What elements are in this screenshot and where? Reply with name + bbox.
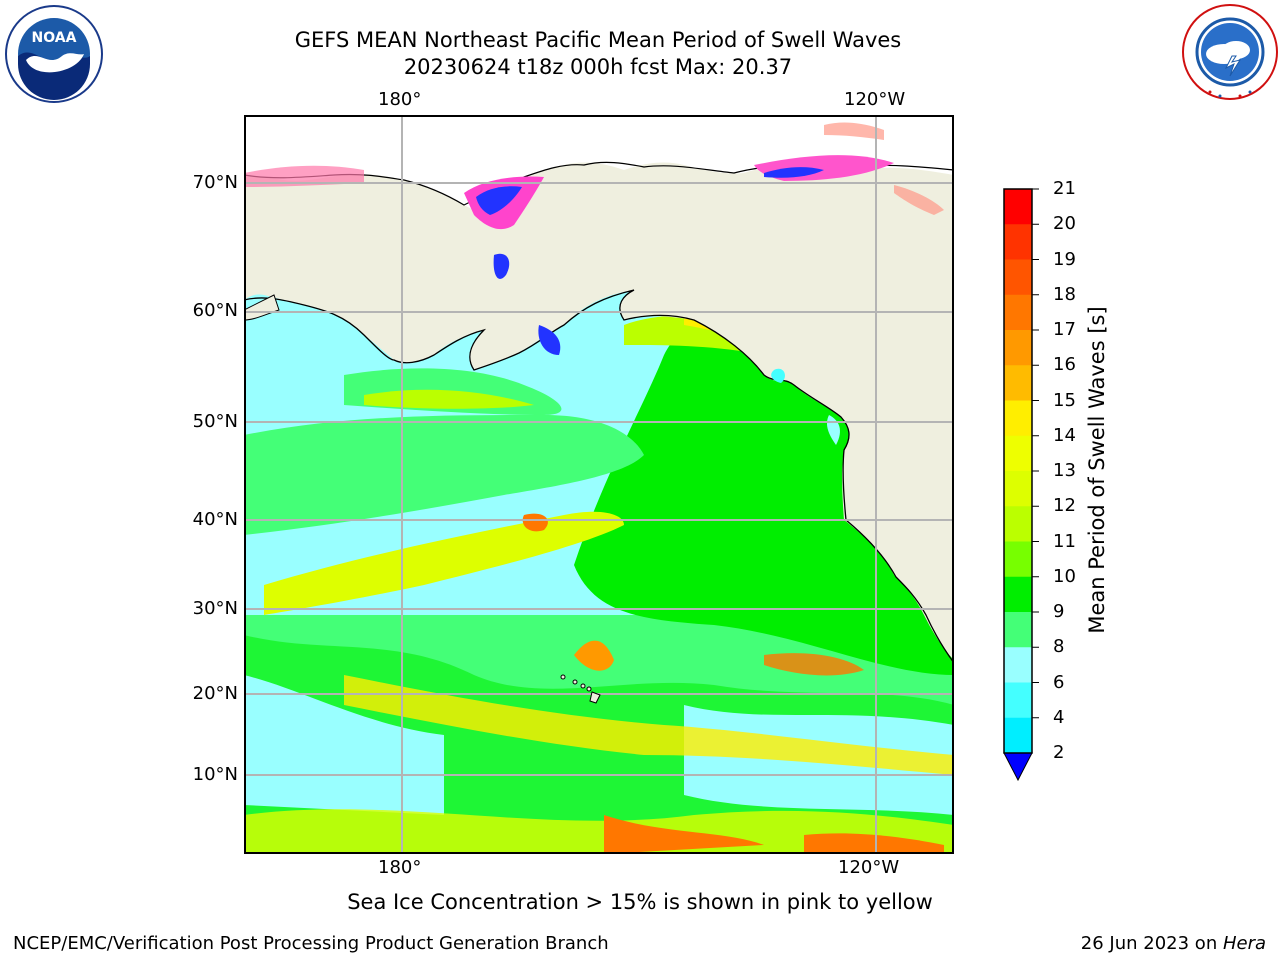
top-lon-label-180: 180° <box>378 89 422 110</box>
footer-credit: NCEP/EMC/Verification Post Processing Pr… <box>13 933 609 954</box>
colorbar-tick-label: 8 <box>1053 636 1065 658</box>
lat-label-30n: 30°N <box>192 598 238 619</box>
colorbar-swatch <box>1004 576 1032 613</box>
graticule <box>244 115 954 854</box>
bottom-lon-label-180: 180° <box>378 857 422 878</box>
colorbar-swatch <box>1004 682 1032 719</box>
lat-label-70n: 70°N <box>192 172 238 193</box>
land-masses <box>244 115 954 664</box>
top-lon-label-120w: 120°W <box>844 89 906 110</box>
bottom-lon-label-120w: 120°W <box>838 857 900 878</box>
colorbar-tick-label: 16 <box>1053 354 1076 376</box>
footer-date: 26 Jun 2023 on Hera <box>1081 933 1266 954</box>
hawaiian-islands <box>560 674 601 704</box>
colorbar-swatch <box>1004 612 1032 648</box>
colorbar-tick-label: 18 <box>1053 283 1076 305</box>
colorbar-tick-label: 21 <box>1053 178 1076 199</box>
colorbar <box>1003 188 1039 782</box>
colorbar-tick-label: 15 <box>1053 389 1076 411</box>
colorbar-tick-label: 11 <box>1053 530 1076 552</box>
chart-subtitle: 20230624 t18z 000h fcst Max: 20.37 <box>403 55 793 79</box>
footer-date-text: 26 Jun 2023 on <box>1080 933 1223 954</box>
colorbar-swatch <box>1004 717 1032 754</box>
colorbar-tick-label: 17 <box>1053 319 1076 340</box>
noaa-logo: NOAA <box>5 5 103 103</box>
colorbar-tick-label: 19 <box>1053 248 1076 270</box>
colorbar-swatch <box>1004 259 1032 296</box>
colorbar-swatch <box>1004 330 1032 366</box>
map-panel <box>244 115 954 854</box>
colorbar-label: Mean Period of Swell Waves [s] <box>1085 306 1109 634</box>
chart-title: GEFS MEAN Northeast Pacific Mean Period … <box>294 28 902 52</box>
lat-label-60n: 60°N <box>192 300 238 321</box>
lat-label-20n: 20°N <box>192 683 238 704</box>
colorbar-swatch <box>1004 647 1032 683</box>
colorbar-swatch <box>1004 506 1032 542</box>
colorbar-tick-label: 4 <box>1053 706 1065 728</box>
colorbar-swatch <box>1004 400 1032 437</box>
colorbar-swatch <box>1004 365 1032 401</box>
colorbar-swatch <box>1004 294 1032 331</box>
colorbar-tick-label: 12 <box>1053 495 1076 517</box>
colorbar-swatch <box>1004 435 1032 472</box>
colorbar-swatch <box>1004 471 1032 507</box>
footer-system-name: Hera <box>1222 933 1266 954</box>
lat-label-40n: 40°N <box>192 509 238 530</box>
colorbar-extend-arrow <box>1003 752 1033 782</box>
sea-ice-caption: Sea Ice Concentration > 15% is shown in … <box>347 890 933 914</box>
colorbar-tick-label: 13 <box>1053 460 1076 481</box>
lat-label-50n: 50°N <box>192 411 238 432</box>
colorbar-tick-label: 14 <box>1053 424 1076 446</box>
colorbar-tick-label: 20 <box>1053 213 1076 235</box>
colorbar-tick-label: 10 <box>1053 565 1076 587</box>
colorbar-swatch <box>1004 189 1032 225</box>
colorbar-tick-label: 6 <box>1053 671 1065 693</box>
noaa-logo-text: NOAA <box>32 30 77 46</box>
colorbar-tick-label: 2 <box>1053 742 1065 763</box>
colorbar-swatch <box>1004 224 1032 260</box>
colorbar-swatch <box>1004 541 1032 578</box>
lat-label-10n: 10°N <box>192 764 238 785</box>
nws-logo <box>1182 4 1278 100</box>
colorbar-tick-label: 9 <box>1053 601 1065 622</box>
sea-ice-overlay <box>244 122 944 355</box>
